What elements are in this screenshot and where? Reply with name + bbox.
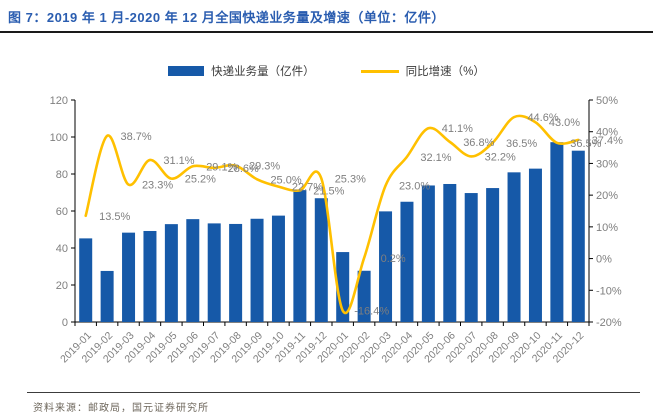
volume-bar (357, 270, 371, 322)
volume-bar (164, 224, 178, 322)
volume-bar (271, 215, 285, 322)
footer-divider (27, 392, 640, 393)
volume-bar (400, 201, 414, 322)
volume-bar (229, 223, 243, 322)
growth-data-label: 36.8% (463, 137, 494, 149)
left-axis-tick-label: 20 (56, 280, 68, 292)
right-axis-tick-label: 0% (596, 254, 612, 266)
right-axis-tick-label: 10% (596, 222, 618, 234)
volume-bar (100, 270, 114, 322)
growth-data-label: 43.0% (549, 117, 580, 129)
growth-data-label: 32.2% (485, 151, 516, 163)
growth-data-label: 29.1% (206, 161, 237, 173)
growth-data-label: 25.0% (270, 174, 301, 186)
volume-bar (528, 168, 542, 322)
growth-data-label: 32.1% (420, 152, 451, 164)
growth-data-label: 25.2% (185, 174, 216, 186)
growth-data-label: -16.4% (354, 306, 389, 318)
figure-title: 图 7：2019 年 1 月-2020 年 12 月全国快递业务量及增速（单位：… (8, 10, 445, 25)
legend-item-growth: 同比增速（%） (360, 63, 485, 79)
volume-bar (79, 238, 93, 322)
right-axis-tick-label: 30% (596, 158, 618, 170)
right-axis-tick-label: 40% (596, 127, 618, 139)
right-axis-tick-label: -20% (596, 317, 622, 329)
left-axis-tick-label: 80 (56, 169, 68, 181)
volume-bar (186, 219, 200, 322)
growth-data-label: 38.7% (121, 131, 152, 143)
right-axis-tick-label: 20% (596, 190, 618, 202)
growth-data-label: 23.3% (142, 180, 173, 192)
growth-data-label: 37.4% (592, 135, 623, 147)
volume-bar (314, 198, 328, 322)
right-axis-tick-label: 50% (596, 95, 618, 107)
growth-data-label: 21.5% (313, 185, 344, 197)
volume-bar (379, 211, 393, 322)
growth-data-label: 44.6% (527, 112, 558, 124)
volume-bar (250, 218, 264, 322)
growth-data-label: 41.1% (442, 123, 473, 135)
legend-line-label: 同比增速（%） (405, 66, 485, 78)
growth-data-label: 31.1% (163, 155, 194, 167)
left-axis-tick-label: 60 (56, 206, 68, 218)
growth-data-label: 23.0% (399, 181, 430, 193)
left-axis-tick-label: 0 (62, 317, 68, 329)
right-axis-tick-label: -10% (596, 285, 622, 297)
source-note: 资料来源：邮政局，国元证券研究所 (33, 403, 209, 414)
volume-bar (143, 230, 157, 322)
volume-bar (122, 232, 136, 322)
growth-data-label: 22.7% (292, 182, 323, 194)
volume-bar (443, 183, 457, 322)
legend-bar-label: 快递业务量（亿件） (211, 66, 315, 78)
growth-data-label: 36.5% (570, 138, 601, 150)
volume-bar (571, 150, 585, 322)
growth-data-label: 25.3% (335, 173, 366, 185)
growth-line (84, 114, 580, 315)
volume-bar (507, 172, 521, 322)
chart-legend: 快递业务量（亿件） 同比增速（%） (0, 62, 653, 80)
growth-data-label: 36.5% (506, 138, 537, 150)
legend-item-volume: 快递业务量（亿件） (168, 63, 315, 79)
title-divider (0, 31, 653, 33)
volume-bar (421, 185, 435, 322)
volume-bar (293, 190, 307, 322)
volume-bar (336, 252, 350, 322)
volume-bar (550, 142, 564, 322)
growth-data-label: 29.3% (249, 161, 280, 173)
volume-bar (486, 188, 500, 322)
left-axis-tick-label: 120 (50, 95, 68, 107)
growth-data-label: 28.6% (228, 163, 259, 175)
volume-bar (464, 193, 478, 322)
growth-data-label: 0.2% (381, 253, 406, 265)
bar-series-swatch (168, 66, 205, 76)
left-axis-tick-label: 100 (50, 132, 68, 144)
growth-data-label: 13.5% (99, 211, 130, 223)
volume-bar (207, 223, 221, 322)
left-axis-tick-label: 40 (56, 243, 68, 255)
line-series-swatch (360, 69, 399, 73)
